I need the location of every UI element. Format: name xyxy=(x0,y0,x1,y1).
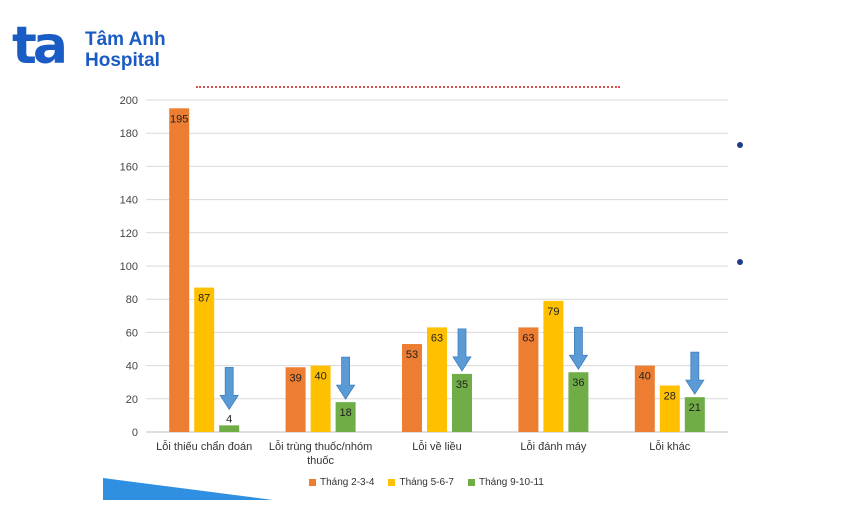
legend-swatch xyxy=(309,479,316,486)
y-tick-label: 200 xyxy=(120,95,138,107)
bar xyxy=(427,327,447,432)
data-label: 18 xyxy=(339,407,351,419)
x-tick-label: Lỗi đánh máy xyxy=(520,440,587,453)
bullet-dot xyxy=(737,142,743,148)
chart-legend: Tháng 2-3-4 Tháng 5-6-7 Tháng 9-10-11 xyxy=(309,477,544,488)
bar xyxy=(219,425,240,432)
y-tick-label: 160 xyxy=(120,161,138,173)
dotted-divider xyxy=(196,86,620,88)
hospital-logo: ta Tâm Anh Hospital xyxy=(12,20,182,76)
bar xyxy=(634,365,655,432)
bar xyxy=(659,385,680,432)
logo-line-2: Hospital xyxy=(85,50,160,71)
data-label: 63 xyxy=(431,332,443,344)
y-tick-label: 100 xyxy=(120,261,138,273)
legend-label: Tháng 5-6-7 xyxy=(399,477,454,488)
x-tick-label: Lỗi khác xyxy=(649,440,690,453)
legend-item: Tháng 2-3-4 xyxy=(309,477,374,488)
data-label: 39 xyxy=(289,372,301,384)
down-arrow-icon xyxy=(335,356,356,400)
data-label: 4 xyxy=(226,413,232,425)
down-arrow-icon xyxy=(568,326,589,370)
y-tick-label: 120 xyxy=(120,228,138,240)
y-tick-label: 40 xyxy=(126,361,138,373)
legend-item: Tháng 9-10-11 xyxy=(467,477,544,488)
bar xyxy=(335,402,356,432)
x-tick-label: thuốc xyxy=(307,455,334,467)
data-label: 40 xyxy=(314,371,326,383)
y-tick-label: 0 xyxy=(132,427,138,439)
data-label: 36 xyxy=(572,377,584,389)
logo-mark: ta xyxy=(12,16,68,76)
data-label: 21 xyxy=(689,402,701,414)
down-arrow-icon xyxy=(219,366,239,411)
bar xyxy=(169,108,190,433)
bar xyxy=(452,373,472,432)
y-tick-label: 180 xyxy=(120,128,138,140)
data-label: 195 xyxy=(170,113,188,125)
decorative-swoosh xyxy=(103,478,273,500)
bar xyxy=(518,327,539,432)
legend-item: Tháng 5-6-7 xyxy=(388,477,454,488)
bar xyxy=(194,287,215,432)
y-tick-label: 140 xyxy=(120,195,138,207)
bullet-dot xyxy=(737,259,743,265)
legend-swatch xyxy=(467,479,475,486)
down-arrow-icon xyxy=(452,328,472,372)
data-label: 28 xyxy=(664,391,676,403)
bar xyxy=(310,365,331,432)
bar xyxy=(543,300,564,432)
legend-label: Tháng 2-3-4 xyxy=(320,477,375,488)
data-label: 35 xyxy=(456,379,468,391)
logo-line-1: Tâm Anh xyxy=(85,29,166,50)
x-tick-label: Lỗi trùng thuốc/nhóm xyxy=(269,440,372,453)
data-label: 53 xyxy=(406,349,418,361)
bar xyxy=(684,397,705,432)
legend-label: Tháng 9-10-11 xyxy=(478,477,544,488)
bar xyxy=(568,372,589,432)
legend-swatch xyxy=(388,479,396,486)
data-label: 79 xyxy=(547,306,559,318)
logo-text: Tâm Anh Hospital xyxy=(85,29,166,71)
data-label: 40 xyxy=(639,371,651,383)
y-tick-label: 80 xyxy=(126,294,138,306)
bar xyxy=(402,344,422,432)
data-label: 87 xyxy=(198,293,210,305)
y-tick-label: 20 xyxy=(126,394,138,406)
data-label: 63 xyxy=(522,332,534,344)
y-tick-label: 60 xyxy=(126,327,138,339)
bar xyxy=(285,367,306,432)
x-tick-label: Lỗi thiếu chẩn đoán xyxy=(156,440,252,453)
x-tick-label: Lỗi về liều xyxy=(412,440,462,453)
down-arrow-icon xyxy=(685,351,705,395)
